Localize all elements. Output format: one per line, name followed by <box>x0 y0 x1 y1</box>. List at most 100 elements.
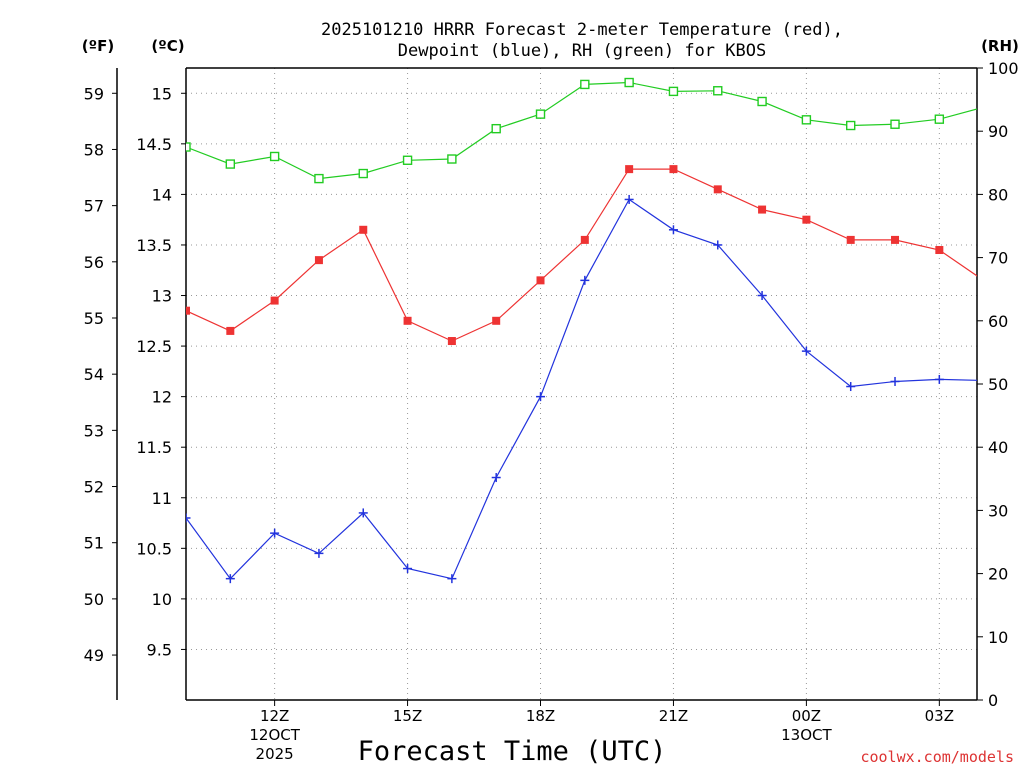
x-tick-label: 12Z <box>260 707 289 725</box>
celsius-tick-label: 12 <box>152 388 172 407</box>
rh-point <box>186 142 191 152</box>
dewpoint-point <box>186 513 191 523</box>
dewpoint-point <box>801 346 811 356</box>
rh-point <box>447 154 457 164</box>
temperature-point <box>314 256 323 265</box>
rh-point <box>402 155 413 165</box>
rh-tick-label: 30 <box>988 501 1008 520</box>
rh-tick-label: 60 <box>988 312 1008 331</box>
temperature-point <box>226 326 235 335</box>
rh-axis-unit: (RH) <box>981 37 1019 55</box>
source-credit: coolwx.com/models <box>860 748 1014 766</box>
x-tick-label: 21Z <box>659 707 688 725</box>
fahrenheit-tick-label: 53 <box>84 421 104 440</box>
celsius-tick-label: 15 <box>152 84 172 103</box>
dewpoint-point <box>846 382 856 392</box>
temperature-point <box>935 246 944 255</box>
x-tick-label: 15Z <box>393 707 422 725</box>
x-tick-date-label: 12OCT <box>249 726 300 744</box>
x-tick-label: 18Z <box>526 707 555 725</box>
fahrenheit-tick-label: 56 <box>84 253 104 272</box>
chart-title-line2: Dewpoint (blue), RH (green) for KBOS <box>398 41 766 61</box>
temperature-point <box>669 165 678 174</box>
celsius-tick-label: 10 <box>152 590 172 609</box>
dewpoint-point <box>580 275 590 285</box>
temperature-point <box>580 235 589 244</box>
celsius-tick-label: 13 <box>152 287 172 306</box>
rh-point <box>314 173 324 184</box>
celsius-tick-label: 12.5 <box>136 337 172 356</box>
dewpoint-point <box>713 240 723 250</box>
rh-tick-label: 90 <box>988 122 1008 141</box>
fahrenheit-tick-label: 59 <box>84 84 104 103</box>
plot-gridlines <box>186 68 977 700</box>
fahrenheit-tick-label: 58 <box>84 140 104 159</box>
dewpoint-point <box>890 376 900 386</box>
temperature-point <box>891 235 900 244</box>
celsius-tick-label: 11.5 <box>136 438 172 457</box>
dewpoint-point <box>934 374 944 384</box>
fahrenheit-tick-label: 54 <box>84 365 104 384</box>
rh-tick-label: 80 <box>988 185 1008 204</box>
rh-point <box>358 168 368 179</box>
rh-tick-label: 10 <box>988 628 1008 647</box>
dewpoint-point <box>447 574 457 584</box>
dewpoint-point <box>403 564 413 574</box>
temperature-series-line <box>186 168 977 342</box>
celsius-tick-label: 14 <box>152 185 172 204</box>
chart-title-line1: 2025101210 HRRR Forecast 2-meter Tempera… <box>321 20 843 40</box>
rh-point <box>801 115 812 125</box>
celsius-axis-unit: (ºC) <box>151 37 184 55</box>
rh-point <box>757 96 767 107</box>
dewpoint-point <box>536 392 546 402</box>
fahrenheit-tick-label: 49 <box>84 646 104 665</box>
x-tick-year-label: 2025 <box>256 745 294 763</box>
rh-point <box>580 79 590 90</box>
rh-tick-label: 100 <box>988 59 1019 78</box>
temperature-point <box>758 205 767 214</box>
rh-point <box>535 109 546 119</box>
dewpoint-point <box>757 291 767 301</box>
x-tick-label: 00Z <box>792 707 821 725</box>
dewpoint-point <box>270 528 280 538</box>
fahrenheit-tick-label: 50 <box>84 590 104 609</box>
temperature-point <box>846 235 855 244</box>
rh-point <box>713 86 723 96</box>
x-tick-label: 03Z <box>925 707 954 725</box>
data-series <box>186 77 977 584</box>
celsius-tick-label: 11 <box>152 489 172 508</box>
dewpoint-point <box>358 508 368 518</box>
temperature-point <box>713 185 722 194</box>
celsius-tick-label: 10.5 <box>136 539 172 558</box>
rh-point <box>225 159 236 169</box>
chart-axes <box>112 67 983 706</box>
rh-point <box>890 119 900 129</box>
rh-point <box>491 123 501 134</box>
temperature-point <box>359 225 368 234</box>
rh-tick-label: 50 <box>988 375 1008 394</box>
temperature-point <box>447 337 456 346</box>
rh-point <box>934 114 945 124</box>
celsius-tick-label: 9.5 <box>147 640 172 659</box>
rh-point <box>624 77 634 88</box>
dewpoint-point <box>225 574 235 584</box>
fahrenheit-tick-label: 51 <box>84 534 104 553</box>
dewpoint-point <box>624 194 634 204</box>
temperature-point <box>403 316 412 325</box>
x-axis-title: Forecast Time (UTC) <box>358 736 667 767</box>
fahrenheit-tick-label: 55 <box>84 309 104 328</box>
rh-tick-label: 20 <box>988 565 1008 584</box>
rh-tick-label: 0 <box>988 691 998 710</box>
rh-series-line <box>186 81 977 180</box>
temperature-point <box>625 165 634 174</box>
dewpoint-point <box>491 473 501 483</box>
rh-point <box>846 120 856 131</box>
temperature-point <box>492 316 501 325</box>
temperature-point <box>270 296 279 305</box>
rh-point <box>269 151 280 162</box>
fahrenheit-tick-label: 57 <box>84 197 104 216</box>
rh-tick-label: 70 <box>988 249 1008 268</box>
temperature-point <box>802 215 811 224</box>
fahrenheit-tick-label: 52 <box>84 478 104 497</box>
